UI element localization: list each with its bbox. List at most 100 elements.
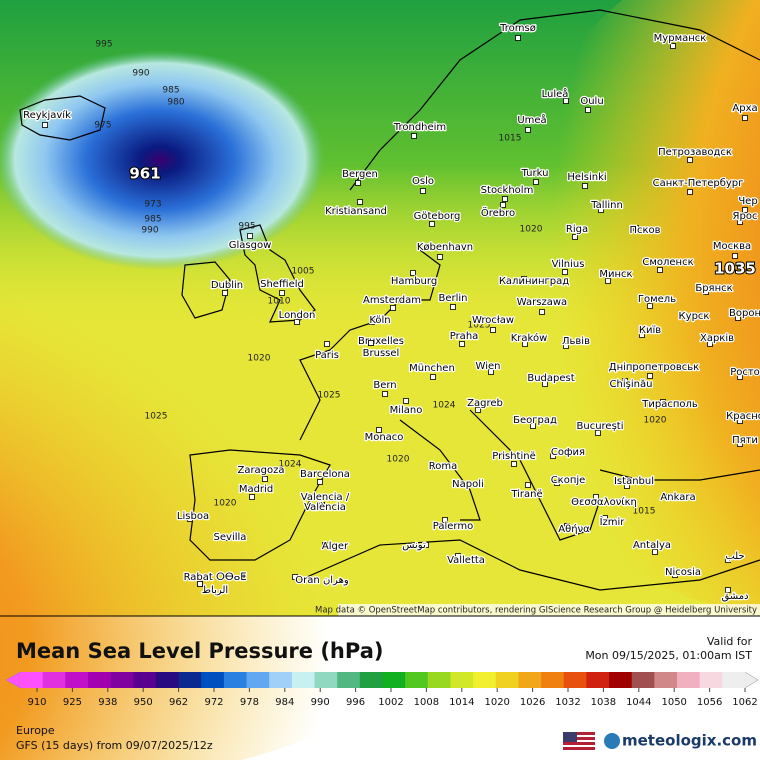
- city-dot: [430, 374, 436, 380]
- city-label: Тирасполь: [641, 399, 698, 410]
- city-dot: [725, 557, 731, 563]
- city-label: Glasgow: [229, 240, 272, 251]
- city-dot: [598, 207, 604, 213]
- city-dot: [247, 233, 253, 239]
- city-label: Antalya: [633, 540, 671, 551]
- city-label: Красно: [726, 411, 760, 422]
- colorbar-swatch: [450, 672, 474, 688]
- city-label: Riga: [566, 224, 588, 235]
- isobar-label: 1024: [433, 401, 456, 411]
- isobar-label: 1020: [644, 416, 667, 426]
- city-dot: [319, 502, 325, 508]
- city-label: Αθήνα: [558, 523, 590, 535]
- city-dot: [703, 289, 709, 295]
- valid-time: Mon 09/15/2025, 01:00am IST: [585, 649, 752, 662]
- city-label: Wien: [476, 361, 501, 372]
- colorbar: 910 925 938 950 962 972 978 984 990 996 1002 1008 10…: [5, 671, 759, 708]
- city-dot: [475, 407, 481, 413]
- logo[interactable]: meteologix.com: [622, 732, 757, 750]
- colorbar-swatch: [518, 672, 542, 688]
- city-dot: [294, 319, 300, 325]
- city-label: Palermo: [433, 521, 473, 532]
- city-dot: [672, 572, 678, 578]
- city-label: Alger: [322, 541, 349, 552]
- city-label: İzmir: [600, 515, 626, 528]
- isobar-label: 1020: [214, 499, 237, 509]
- city-label: Псков: [629, 225, 660, 236]
- city-dot: [355, 180, 361, 186]
- city-label: Göteborg: [414, 211, 461, 222]
- isobar-label: 980: [167, 98, 184, 108]
- city-label: Trondheim: [393, 122, 446, 133]
- city-label: Milano: [390, 405, 423, 416]
- city-label: Москва: [713, 241, 751, 252]
- colorbar-tick-label: 1032: [555, 697, 580, 708]
- city-label: Kraków: [511, 332, 548, 344]
- city-dot: [666, 494, 672, 500]
- city-label: Гомель: [638, 294, 676, 305]
- model-run: GFS (15 days) from 09/07/2025/12z: [16, 739, 213, 752]
- city-label: Rabat ⵔⴱⴰⵟ: [184, 572, 247, 583]
- city-label: Budapest: [527, 373, 574, 384]
- city-dot: [488, 369, 494, 375]
- city-label: Istanbul: [614, 476, 654, 487]
- city-dot: [502, 196, 508, 202]
- city-label: Zaragoza: [237, 465, 284, 476]
- city-dot: [624, 483, 630, 489]
- city-dot: [525, 482, 531, 488]
- city-label: Reykjavík: [23, 109, 71, 121]
- city-label: Valencia /: [301, 492, 350, 503]
- colorbar-swatch: [427, 672, 451, 688]
- city-dot: [563, 98, 569, 104]
- city-dot: [687, 189, 693, 195]
- city-dot: [403, 398, 409, 404]
- city-dot: [197, 581, 203, 587]
- city-dot: [593, 494, 599, 500]
- city-label: Ворон: [729, 308, 760, 319]
- city-label: Пяти: [732, 435, 758, 446]
- city-dot: [500, 202, 506, 208]
- isobar-label: 1020: [520, 225, 543, 235]
- colorbar-tick-label: 1056: [697, 697, 722, 708]
- city-dot: [660, 399, 666, 405]
- colorbar-swatch: [631, 672, 655, 688]
- city-dot: [515, 35, 521, 41]
- city-dot: [457, 481, 463, 487]
- city-label: München: [409, 363, 455, 374]
- city-label: Санкт-Петербург: [653, 178, 744, 189]
- city-dot: [539, 309, 545, 315]
- isobar-label: 1015: [499, 134, 522, 144]
- city-label: Ярос: [733, 211, 758, 222]
- colorbar-tick-label: 1044: [626, 697, 651, 708]
- city-dot: [42, 122, 48, 128]
- coastlines: [19, 9, 760, 591]
- city-label: Madrid: [239, 484, 273, 495]
- city-dot: [737, 219, 743, 225]
- flag-icon: [563, 732, 595, 750]
- city-label: Zagreb: [467, 398, 503, 409]
- city-dot: [542, 381, 548, 387]
- city-dot: [737, 374, 743, 380]
- city-dot: [423, 542, 429, 548]
- colorbar-swatch: [563, 672, 587, 688]
- city-dot: [742, 115, 748, 121]
- city-label: Bruxelles: [358, 336, 404, 347]
- city-label: Wrocław: [472, 315, 514, 326]
- city-label: Chişinău: [610, 379, 653, 390]
- city-label: Львів: [562, 335, 590, 347]
- city-dot: [222, 535, 228, 541]
- colorbar-swatch: [337, 672, 361, 688]
- city-dot: [357, 199, 363, 205]
- city-dot: [324, 341, 330, 347]
- legend-title: Mean Sea Level Pressure (hPa): [16, 639, 383, 663]
- colorbar-tick-label: 1020: [484, 697, 509, 708]
- colorbar-swatch: [586, 672, 610, 688]
- city-dot: [369, 319, 375, 325]
- city-label: Харків: [700, 332, 734, 344]
- city-dot: [725, 587, 731, 593]
- city-label: Росто: [730, 367, 760, 378]
- city-dot: [585, 107, 591, 113]
- city-dot: [368, 340, 374, 346]
- city-dot: [652, 549, 658, 555]
